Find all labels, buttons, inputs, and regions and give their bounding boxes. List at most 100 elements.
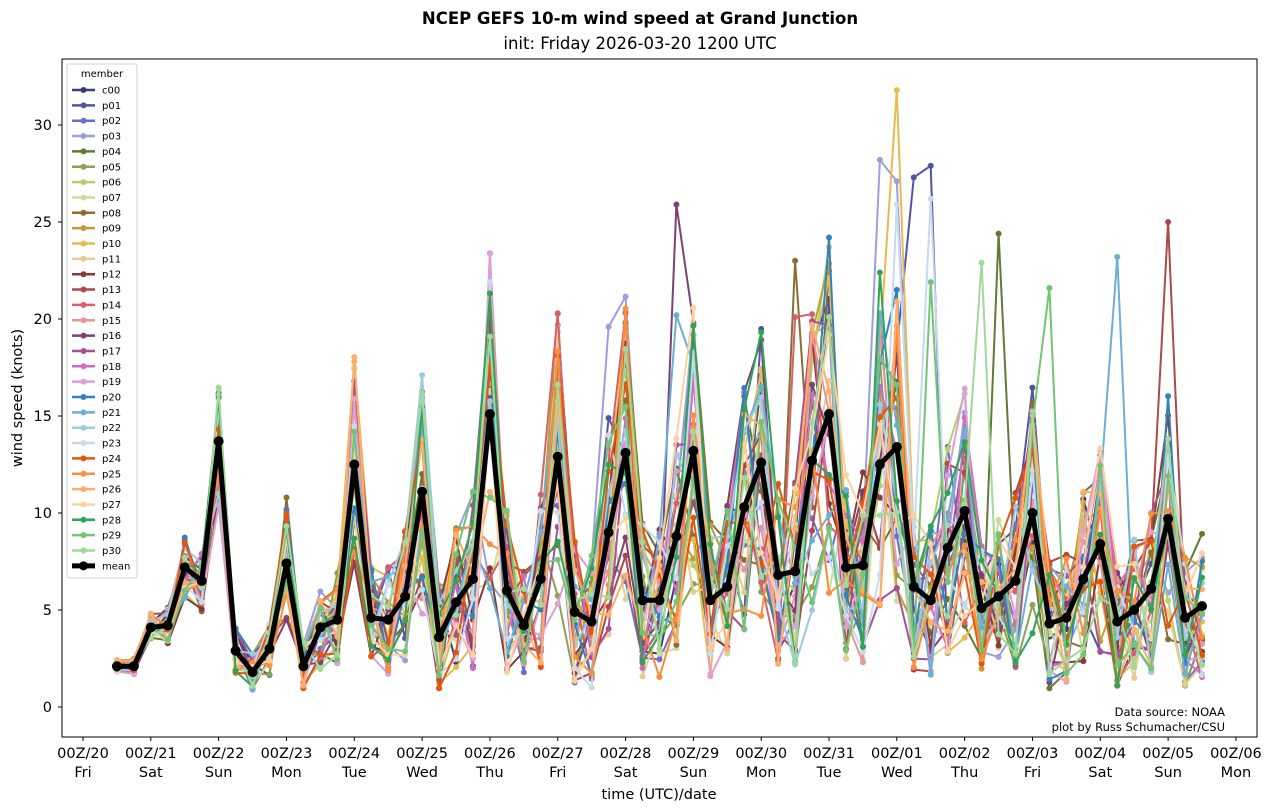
data-point-p29 [317, 605, 324, 612]
data-point-p01 [927, 162, 934, 169]
data-point-p14 [673, 500, 680, 507]
data-point-p30 [181, 554, 188, 561]
legend-label: p05 [102, 162, 121, 173]
data-point-p29 [673, 598, 680, 605]
data-point-p29 [419, 528, 426, 535]
data-point-p10 [419, 554, 426, 561]
data-point-p29 [859, 570, 866, 577]
data-point-p23 [673, 575, 680, 582]
data-point-p14 [486, 575, 493, 582]
data-point-p03 [402, 657, 409, 664]
x-tick-label: 00Z/06 [1210, 746, 1262, 762]
data-point-p19 [486, 250, 493, 257]
legend-marker [80, 532, 87, 539]
data-point-p16 [283, 616, 290, 623]
data-point-mean [1146, 583, 1157, 594]
data-point-p19 [842, 623, 849, 630]
x-tick-day-label: Sun [680, 765, 708, 781]
data-point-p27 [944, 648, 951, 655]
data-point-p28 [978, 557, 985, 564]
data-point-mean [298, 661, 309, 672]
data-point-p24 [1131, 543, 1138, 550]
data-point-p30 [842, 582, 849, 589]
data-point-p25 [554, 348, 561, 355]
data-point-p25 [588, 670, 595, 677]
data-point-mean [1163, 513, 1174, 524]
data-point-p23 [826, 554, 833, 561]
data-point-p29 [334, 656, 341, 663]
data-point-p27 [588, 646, 595, 653]
data-point-p25 [826, 589, 833, 596]
data-point-p13 [622, 552, 629, 559]
legend-marker [80, 194, 87, 201]
data-point-p28 [351, 535, 358, 542]
data-point-mean [383, 614, 394, 625]
data-point-p29 [181, 587, 188, 594]
data-point-p20 [469, 613, 476, 620]
legend-marker [80, 133, 87, 140]
data-point-p16 [1063, 600, 1070, 607]
data-point-p29 [893, 381, 900, 388]
data-point-p22 [758, 394, 765, 401]
data-point-mean [1044, 618, 1055, 629]
data-point-p25 [656, 674, 663, 681]
legend-label: p21 [102, 408, 121, 419]
legend-marker [80, 332, 87, 339]
legend-entry-p29: p29 [72, 531, 121, 542]
legend: member c00 p01 p02 p03 p04 p05 p06 p07 p08 p09 p10 p… [66, 63, 138, 579]
data-point-p28 [775, 514, 782, 521]
x-tick-day-label: Sat [139, 765, 163, 781]
legend-marker [80, 409, 87, 416]
data-point-p24 [317, 651, 324, 658]
data-point-p18 [469, 665, 476, 672]
x-tick-day-label: Sun [1154, 765, 1182, 781]
data-point-p29 [775, 497, 782, 504]
data-point-p29 [1097, 462, 1104, 469]
data-point-mean [264, 643, 275, 654]
data-point-p24 [1148, 538, 1155, 545]
data-point-mean [315, 622, 326, 633]
y-tick-label: 20 [34, 312, 52, 328]
data-point-p21 [486, 585, 493, 592]
data-point-p20 [724, 562, 731, 569]
legend-label: p13 [102, 285, 121, 296]
data-point-p17 [893, 584, 900, 591]
data-point-mean [1061, 612, 1072, 623]
data-point-p30 [792, 659, 799, 666]
legend-label: p10 [102, 239, 121, 250]
legend-entry-c00: c00 [72, 86, 120, 97]
data-point-p29 [368, 622, 375, 629]
data-point-mean [840, 562, 851, 573]
data-point-p16 [724, 503, 731, 510]
x-tick-label: 00Z/29 [668, 746, 720, 762]
data-point-p12 [1080, 658, 1087, 665]
data-point-p27 [741, 441, 748, 448]
data-point-p24 [571, 538, 578, 545]
data-point-p29 [622, 403, 629, 410]
data-point-mean [1027, 508, 1038, 518]
data-point-p11 [639, 673, 646, 680]
data-point-p06 [1165, 597, 1172, 604]
y-axis: 0 5 10 15 20 25 30 [34, 118, 62, 716]
data-point-p20 [741, 384, 748, 391]
data-point-p30 [537, 601, 544, 608]
data-point-p26 [792, 525, 799, 532]
legend-marker [80, 163, 87, 170]
x-tick-label: 00Z/25 [396, 746, 448, 762]
legend-label: p01 [102, 101, 121, 112]
data-point-p14 [554, 310, 561, 317]
data-point-p28 [842, 493, 849, 500]
data-point-mean [790, 566, 801, 577]
data-point-p21 [1063, 583, 1070, 590]
legend-label: p16 [102, 331, 121, 342]
legend-marker [80, 286, 87, 293]
data-point-p26 [486, 489, 493, 496]
data-point-p30 [656, 645, 663, 652]
data-point-p12 [876, 494, 883, 501]
data-point-p28 [1131, 575, 1138, 582]
legend-label: p09 [102, 224, 121, 235]
data-point-p27 [758, 549, 765, 556]
data-point-p03 [605, 323, 612, 330]
data-point-p28 [402, 617, 409, 624]
legend-label: p02 [102, 116, 121, 127]
